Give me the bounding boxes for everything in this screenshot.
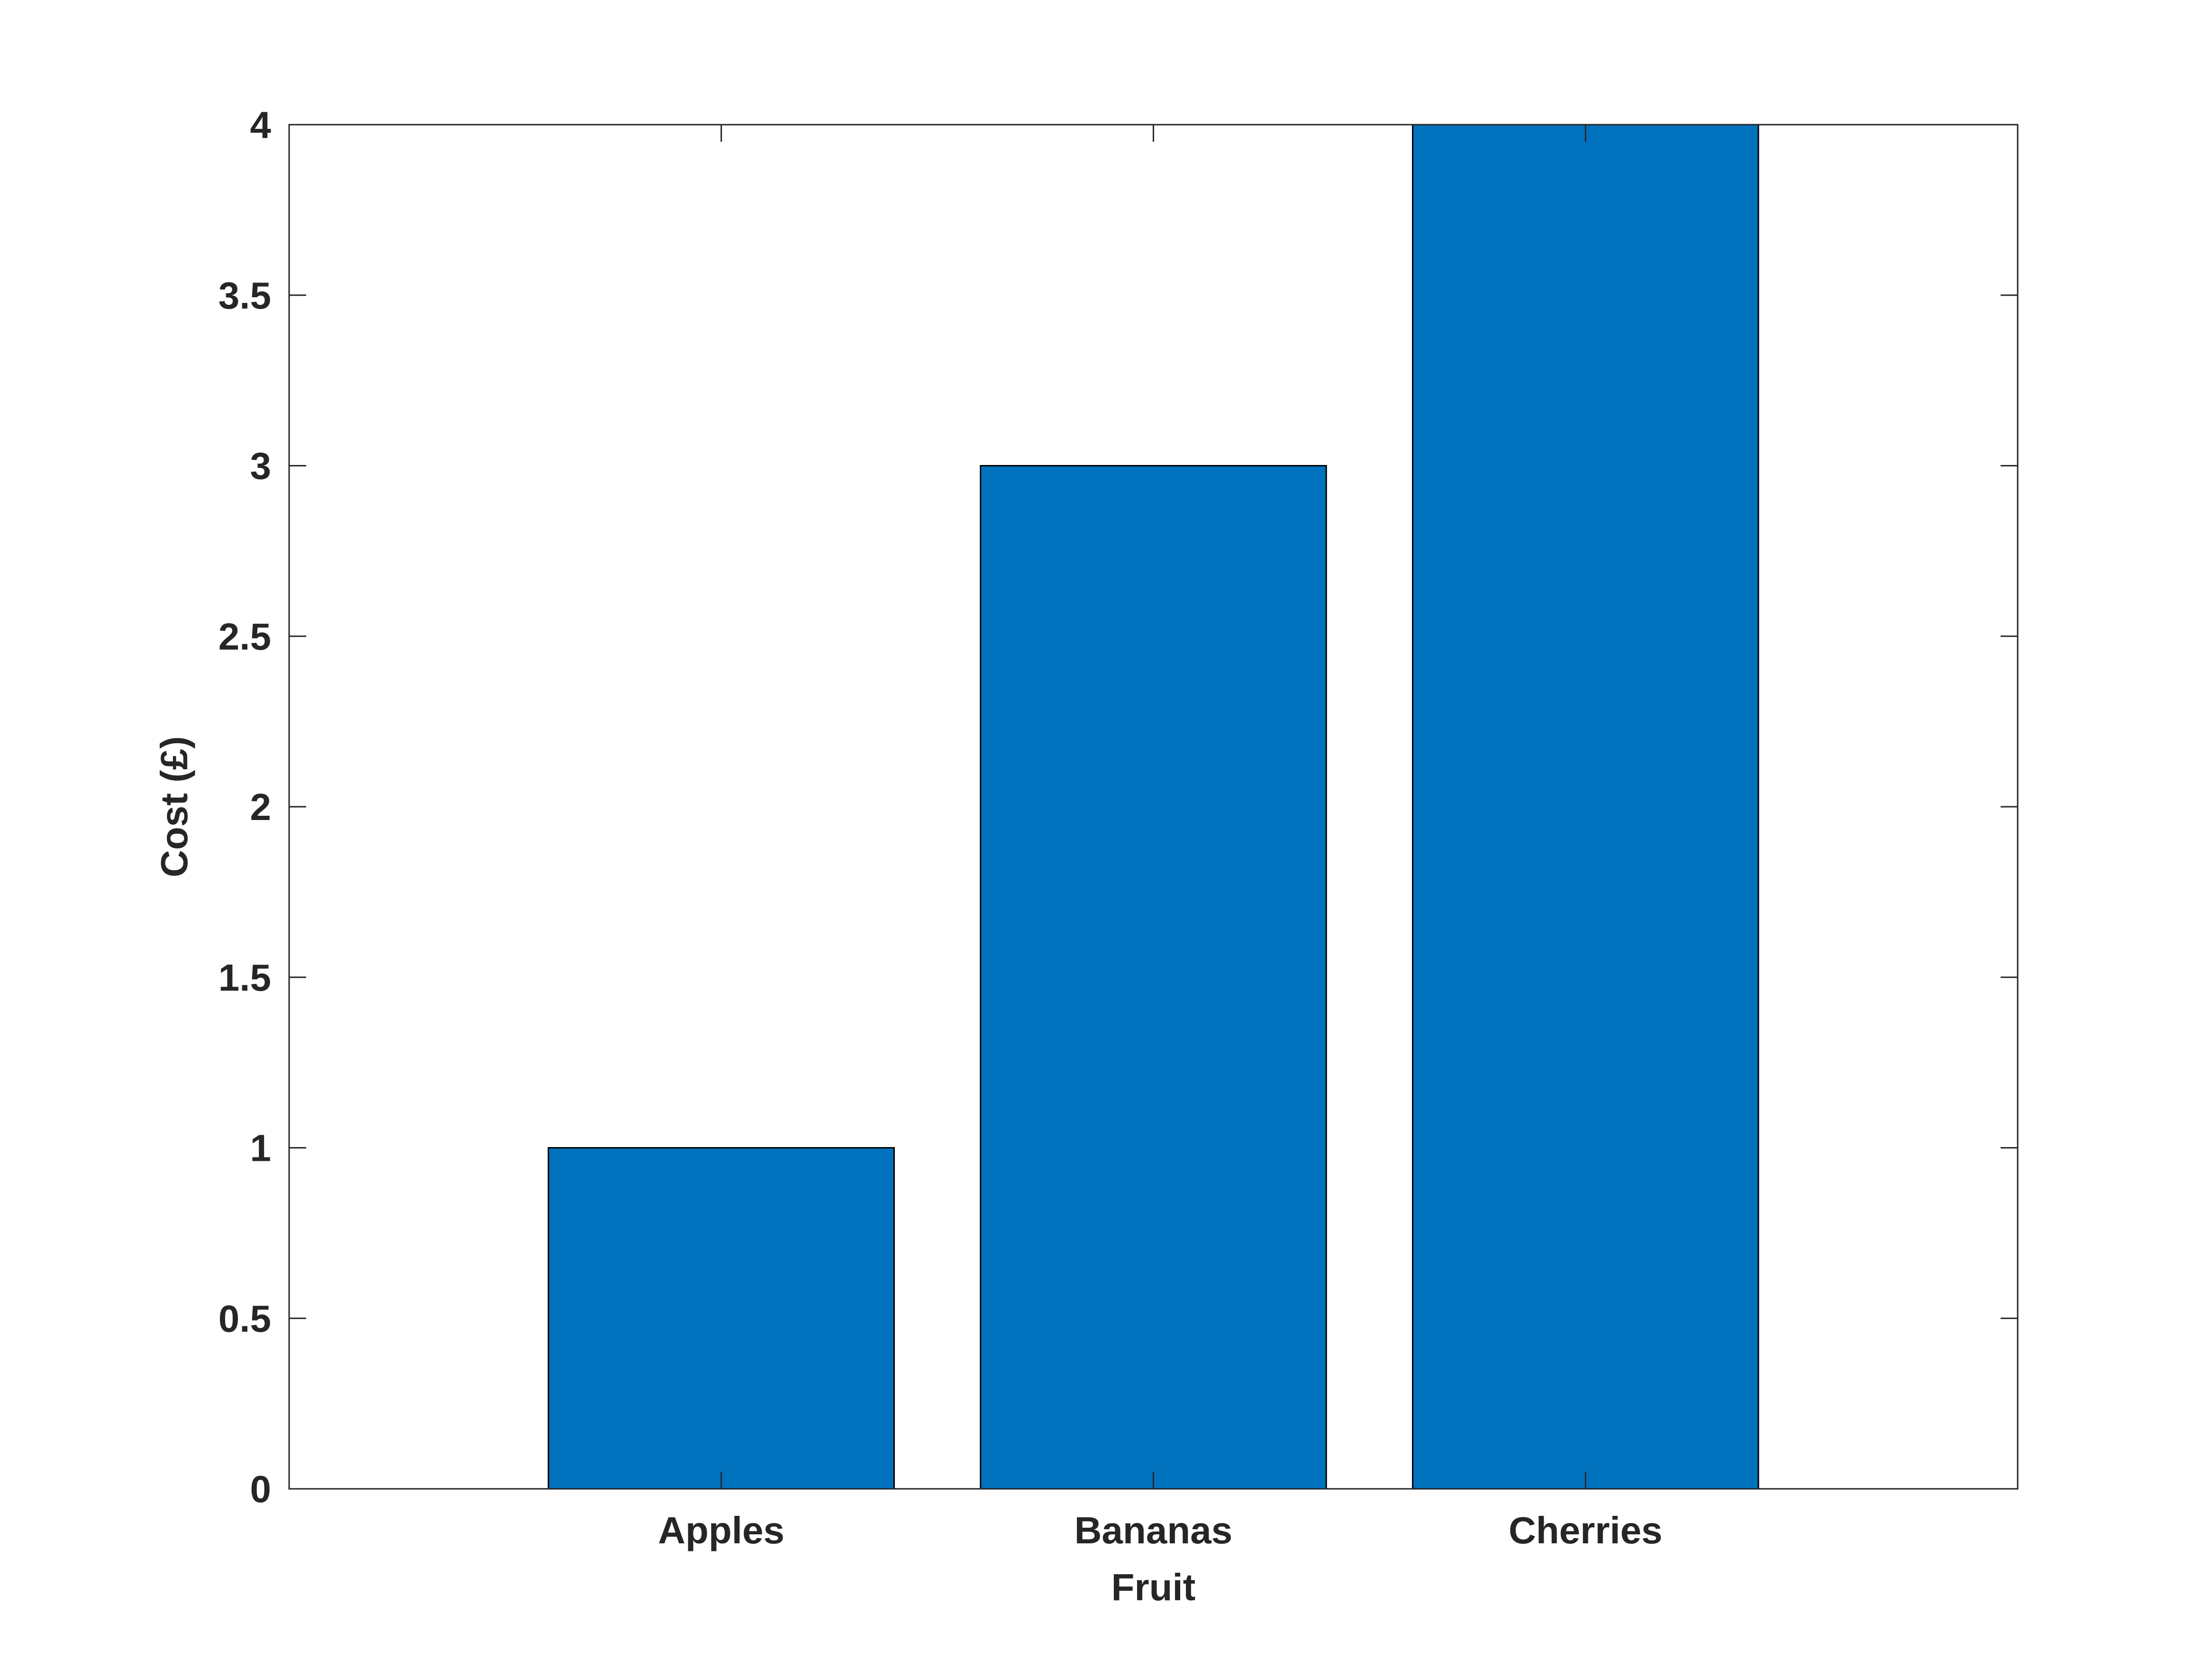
- y-tick-label: 2.5: [218, 615, 271, 657]
- y-tick-label: 2: [250, 786, 272, 828]
- y-tick-label: 3.5: [218, 274, 271, 317]
- x-tick-label-bananas: Bananas: [1074, 1509, 1232, 1551]
- y-tick-label: 0: [250, 1468, 272, 1510]
- bar-bananas: [980, 465, 1327, 1490]
- tick-labels-group: 0 0.5 1 1.5 2 2.5 3 3.5 4 Apples Bananas Cherries: [218, 104, 1663, 1551]
- y-tick-label: 3: [250, 445, 272, 487]
- x-tick-label-cherries: Cherries: [1509, 1509, 1663, 1551]
- bar-apples: [547, 1147, 895, 1490]
- x-tick-label-apples: Apples: [658, 1509, 784, 1551]
- bar-cherries: [1412, 124, 1759, 1490]
- ticks-group: [289, 124, 2018, 1490]
- y-tick-label: 0.5: [218, 1297, 271, 1340]
- y-axis-label: Cost (£): [153, 736, 195, 877]
- y-tick-label: 1.5: [218, 957, 271, 999]
- y-tick-label: 4: [250, 104, 272, 146]
- x-axis-label: Fruit: [1111, 1566, 1196, 1608]
- y-tick-label: 1: [250, 1127, 272, 1169]
- bars-group: [547, 124, 1759, 1490]
